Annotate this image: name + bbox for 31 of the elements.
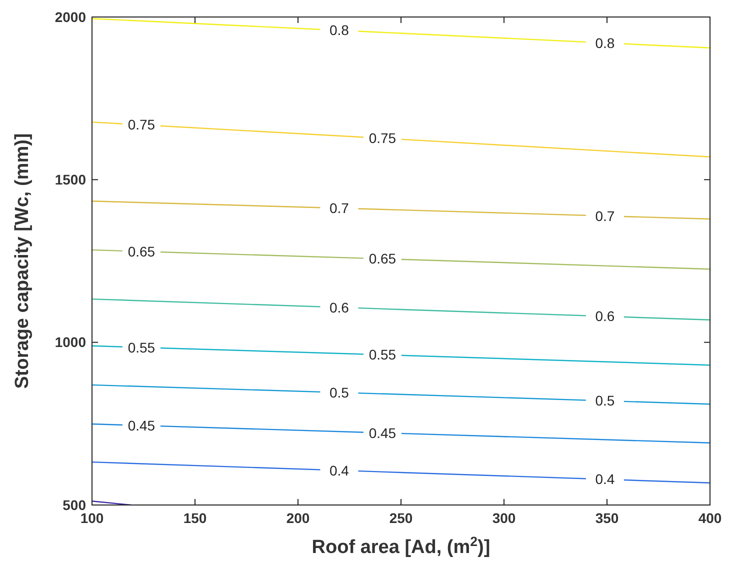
y-tick-label: 1000 [54, 334, 86, 350]
series-label: 0.65 [128, 243, 156, 260]
series-label: 0.4 [595, 471, 615, 488]
text: 0.4 [329, 462, 349, 478]
text: 0.8 [595, 34, 615, 51]
x-axis-title: Roof area [Ad, (m$^{2}$)] [312, 534, 490, 558]
series-label: 0.75 [368, 130, 396, 146]
series-label: 0.6 [329, 299, 350, 316]
series-label: 0.55 [368, 346, 396, 363]
y-axis-title: Storage capacity [Wc, (mm)] [12, 133, 33, 389]
text: 0.75 [128, 116, 156, 133]
y-tick-label: 500 [62, 496, 86, 513]
x-tick-label: 200 [286, 510, 310, 526]
x-tick-label: 250 [389, 510, 413, 526]
y-tick-label: 2000 [54, 8, 86, 25]
text: 0.65 [368, 250, 396, 267]
x-tick-label: 400 [698, 510, 722, 526]
text: 0.6 [595, 308, 615, 324]
series-label: 0.8 [329, 22, 350, 38]
text: 0.55 [128, 339, 156, 356]
text: 0.5 [329, 384, 349, 400]
x-tick-label: 300 [492, 510, 516, 526]
series-label: 0.45 [368, 424, 396, 441]
x-tick-label: 150 [183, 510, 207, 526]
series-label: 0.7 [595, 208, 615, 224]
series-label: 0.5 [595, 392, 615, 409]
text: 0.7 [329, 200, 349, 216]
x-tick-label: 100 [80, 510, 104, 526]
text: 0.45 [128, 417, 156, 434]
y-tick-label: 1500 [54, 172, 86, 188]
x-tick-label: 350 [595, 510, 619, 526]
